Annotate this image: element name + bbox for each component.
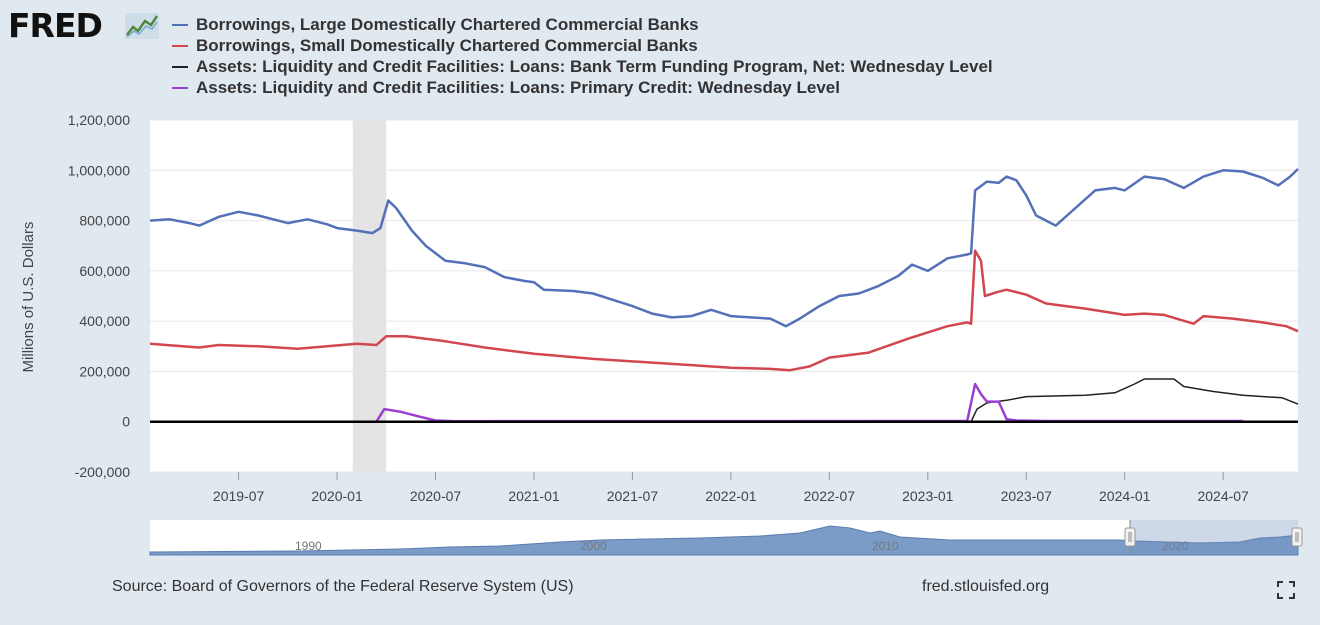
navigator-label-2010: 2010 <box>872 539 899 553</box>
fred-logo-text: FRED <box>8 6 103 45</box>
navigator-label-2020: 2020 <box>1162 539 1189 553</box>
series-large-banks <box>149 168 1299 328</box>
legend-item-small-banks[interactable]: Borrowings, Small Domestically Chartered… <box>172 35 993 56</box>
series-btfp <box>150 378 1299 423</box>
legend-item-primary-credit[interactable]: Assets: Liquidity and Credit Facilities:… <box>172 77 993 98</box>
y-tick-label: 1,200,000 <box>68 112 130 128</box>
x-tick-label: 2019-07 <box>213 488 265 504</box>
x-tick-label: 2022-07 <box>804 488 856 504</box>
legend-label-primary: Assets: Liquidity and Credit Facilities:… <box>196 77 840 97</box>
navigator-area <box>149 525 1299 556</box>
legend-swatch-small <box>172 44 188 47</box>
range-navigator[interactable]: 1990 2000 2010 2020 <box>149 520 1303 556</box>
recession-shading <box>352 120 387 472</box>
x-tick-label: 2020-01 <box>311 488 363 504</box>
legend-label-large: Borrowings, Large Domestically Chartered… <box>196 14 699 34</box>
y-tick-label: 200,000 <box>79 363 130 379</box>
legend-label-small: Borrowings, Small Domestically Chartered… <box>196 35 698 55</box>
fullscreen-icon[interactable] <box>1276 580 1296 600</box>
footer-source: Source: Board of Governors of the Federa… <box>112 578 574 595</box>
legend-swatch-primary <box>172 86 188 89</box>
series-primary-credit <box>150 382 1243 423</box>
chart-legend: Borrowings, Large Domestically Chartered… <box>172 14 993 98</box>
legend-swatch-btfp <box>172 65 188 68</box>
y-tick-label: 800,000 <box>79 213 130 229</box>
y-tick-label: -200,000 <box>75 464 130 480</box>
x-axis-ticks: 2019-07 2020-01 2020-07 2021-01 2021-07 2022-… <box>213 472 1249 504</box>
x-tick-label: 2022-01 <box>705 488 757 504</box>
legend-label-btfp: Assets: Liquidity and Credit Facilities:… <box>196 56 993 76</box>
y-tick-label: 0 <box>122 414 130 430</box>
x-tick-label: 2021-01 <box>508 488 560 504</box>
legend-item-btfp[interactable]: Assets: Liquidity and Credit Facilities:… <box>172 56 993 77</box>
legend-item-large-banks[interactable]: Borrowings, Large Domestically Chartered… <box>172 14 993 35</box>
series-lines <box>149 168 1299 423</box>
x-tick-label: 2021-07 <box>607 488 659 504</box>
legend-swatch-large <box>172 23 188 26</box>
navigator-label-2000: 2000 <box>580 539 607 553</box>
fred-chart-icon <box>125 13 159 39</box>
plot-area <box>150 120 1298 472</box>
x-tick-label: 2023-07 <box>1001 488 1053 504</box>
y-axis-label: Millions of U.S. Dollars <box>20 222 37 373</box>
y-tick-label: 1,000,000 <box>68 162 130 178</box>
navigator-label-1990: 1990 <box>295 539 322 553</box>
x-tick-label: 2020-07 <box>410 488 462 504</box>
series-small-banks <box>149 249 1299 372</box>
x-tick-label: 2024-01 <box>1099 488 1151 504</box>
navigator-right-handle[interactable] <box>1291 527 1303 547</box>
y-tick-label: 400,000 <box>79 313 130 329</box>
fred-logo[interactable]: FRED <box>8 6 159 46</box>
footer-site-link[interactable]: fred.stlouisfed.org <box>922 578 1050 595</box>
navigator-left-handle[interactable] <box>1124 527 1136 547</box>
x-tick-label: 2023-01 <box>902 488 954 504</box>
navigator-selection[interactable] <box>1130 520 1298 555</box>
x-tick-label: 2024-07 <box>1197 488 1249 504</box>
y-axis-ticks: -200,000 0 200,000 400,000 600,000 800,000 1,0… <box>68 112 131 480</box>
y-tick-label: 600,000 <box>79 263 130 279</box>
